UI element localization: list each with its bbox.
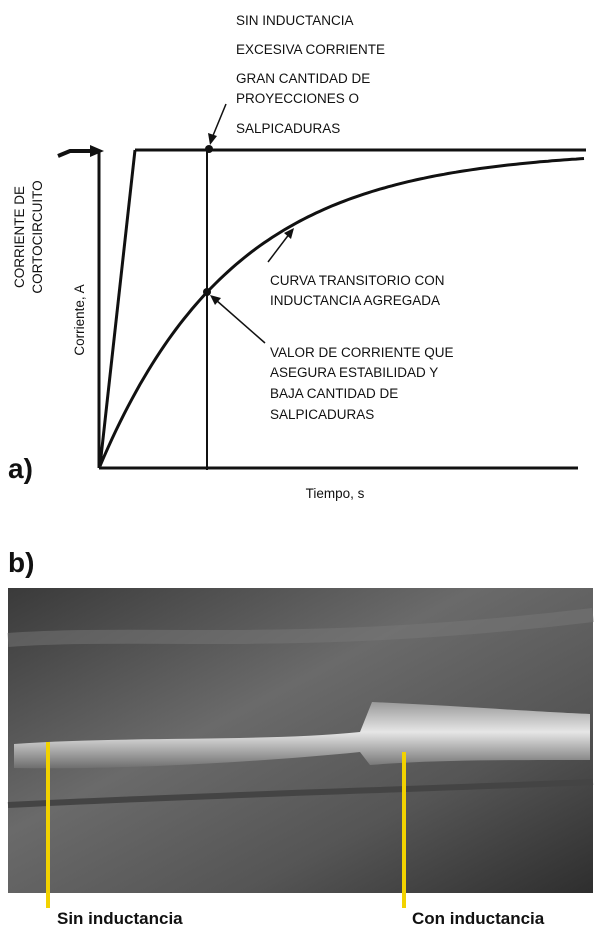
note: EXCESIVA CORRIENTE bbox=[236, 42, 385, 57]
arrowhead bbox=[90, 145, 104, 157]
panel-label: b) bbox=[8, 547, 34, 578]
note: INDUCTANCIA AGREGADA bbox=[270, 293, 440, 308]
panel-label: a) bbox=[8, 453, 33, 484]
pointer bbox=[212, 104, 226, 138]
short-circuit-label: CORRIENTE DE bbox=[12, 186, 27, 288]
note: VALOR DE CORRIENTE QUE bbox=[270, 345, 454, 360]
short-circuit-arrow bbox=[58, 151, 92, 156]
dot bbox=[205, 145, 213, 153]
note: SALPICADURAS bbox=[270, 407, 374, 422]
note: BAJA CANTIDAD DE bbox=[270, 386, 398, 401]
note: PROYECCIONES O bbox=[236, 91, 359, 106]
note: SALPICADURAS bbox=[236, 121, 340, 136]
figure: SIN INDUCTANCIA EXCESIVA CORRIENTE GRAN … bbox=[0, 0, 601, 930]
no-inductance-rise bbox=[100, 150, 135, 466]
pointer bbox=[216, 300, 265, 343]
callout-label: Con inductancia bbox=[412, 909, 545, 928]
short-circuit-label: CORTOCIRCUITO bbox=[30, 180, 45, 293]
x-axis-label: Tiempo, s bbox=[306, 486, 365, 501]
note: CURVA TRANSITORIO CON bbox=[270, 273, 445, 288]
callout-label: Sin inductancia bbox=[57, 909, 183, 928]
arrowhead bbox=[208, 133, 217, 145]
note: SIN INDUCTANCIA bbox=[236, 13, 354, 28]
note: GRAN CANTIDAD DE bbox=[236, 71, 370, 86]
y-axis-label: Corriente, A bbox=[72, 284, 87, 355]
note: ASEGURA ESTABILIDAD Y bbox=[270, 365, 438, 380]
weld-photo bbox=[8, 588, 593, 893]
dot bbox=[203, 288, 211, 296]
